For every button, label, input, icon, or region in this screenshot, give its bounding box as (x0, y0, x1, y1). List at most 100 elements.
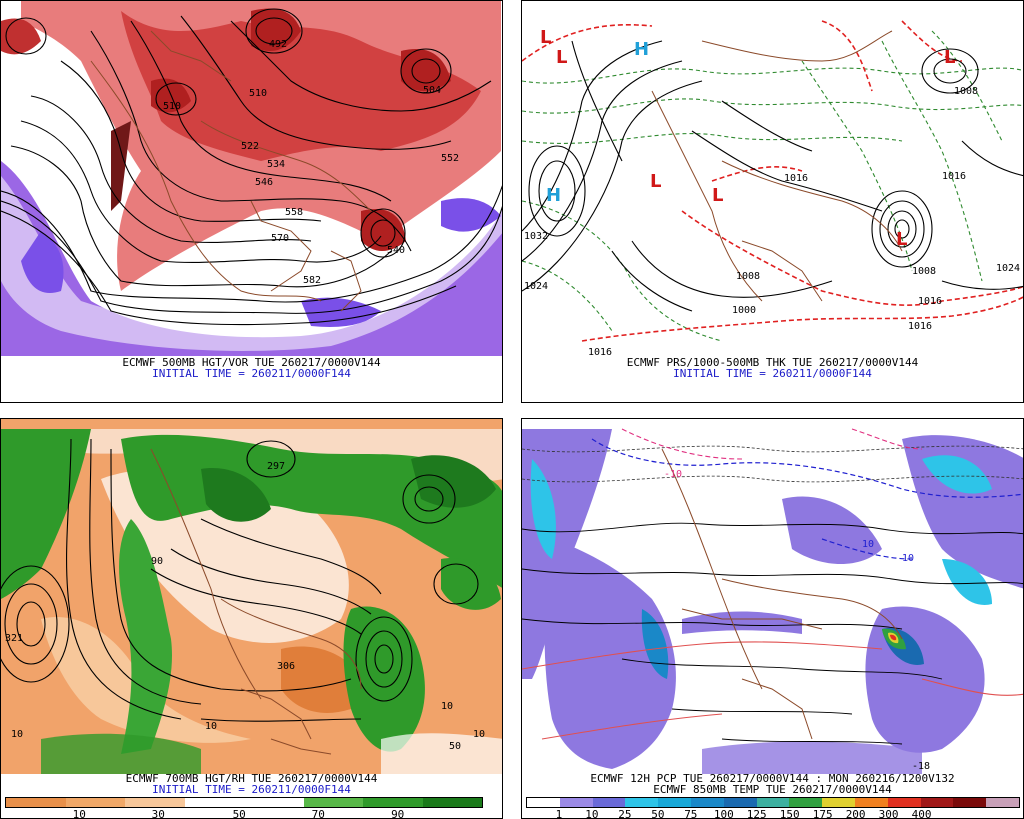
colorbar-tick-label: 150 (779, 808, 800, 819)
colorbar-tick-label: 125 (746, 808, 767, 819)
colorbar-swatch (65, 798, 125, 807)
rh-label: 10 (11, 729, 23, 740)
panel-700mb-height-rh: 321 306 297 10 10 50 90 10 10 ECMWF 700M… (0, 418, 503, 819)
isobar-label: 1024 (524, 281, 548, 292)
contour-label: 510 (163, 101, 181, 112)
low-pressure-symbol: L (540, 27, 551, 48)
contour-label: 306 (277, 661, 295, 672)
colorbar-swatch (625, 798, 659, 807)
isobar-label: 1016 (784, 173, 808, 184)
isobar-label: 1016 (942, 171, 966, 182)
isobar-label: 1024 (996, 263, 1020, 274)
colorbar-tick-label: 10 (72, 808, 86, 819)
panel-caption: ECMWF 500MB HGT/VOR TUE 260217/0000V144 (122, 356, 381, 369)
colorbar-swatch (822, 798, 855, 807)
low-pressure-symbol: L (944, 47, 955, 68)
colorbar-tick-label: 50 (232, 808, 246, 819)
panel-initial-time: INITIAL TIME = 260211/0000F144 (152, 367, 351, 380)
contour-label: 510 (249, 88, 267, 99)
panel-initial-time: INITIAL TIME = 260211/0000F144 (673, 367, 872, 380)
rh-label: 10 (441, 701, 453, 712)
colorbar-tick-label: 10 (585, 808, 599, 819)
colorbar-tick-label: 90 (391, 808, 405, 819)
low-pressure-symbol: L (712, 185, 723, 206)
rh-label: 50 (449, 741, 461, 752)
colorbar-tick-label: 200 (845, 808, 866, 819)
isobar-label: 1032 (524, 231, 548, 242)
temperature-label: -18 (912, 761, 930, 772)
panel-500mb-height-vorticity: 510 510 522 534 546 558 570 582 540 552 … (0, 0, 503, 403)
rh-colorbar (5, 797, 483, 808)
colorbar-tick-label: 300 (878, 808, 899, 819)
contour-label: 552 (441, 153, 459, 164)
temperature-label: 10 (862, 539, 874, 550)
low-pressure-symbol: L (896, 229, 907, 250)
panel-caption: ECMWF 12H PCP TUE 260217/0000V144 : MON … (590, 772, 955, 785)
colorbar-swatch (125, 798, 185, 807)
colorbar-tick-label: 400 (911, 808, 932, 819)
colorbar-tick-label: 75 (684, 808, 698, 819)
panel-caption-secondary: ECMWF 850MB TEMP TUE 260217/0000V144 (653, 783, 892, 796)
rh-label: 10 (205, 721, 217, 732)
rh-label: 90 (151, 556, 163, 567)
panel-initial-time: INITIAL TIME = 260211/0000F144 (152, 783, 351, 796)
high-pressure-symbol: H (546, 185, 561, 206)
contour-label: 558 (285, 207, 303, 218)
panel-precip-850mb-temp: -10 10 -18 10 ECMWF 12H PCP TUE 260217/0… (521, 418, 1024, 819)
rh-label: 10 (473, 729, 485, 740)
contour-label: 492 (269, 39, 287, 50)
contour-label: 582 (303, 275, 321, 286)
isobar-label: 1016 (918, 296, 942, 307)
colorbar-swatch (244, 798, 304, 807)
colorbar-tick-label: 100 (713, 808, 734, 819)
contour-label: 546 (255, 177, 273, 188)
contour-label: 534 (267, 159, 285, 170)
colorbar-swatch (986, 798, 1019, 807)
colorbar-swatch (303, 798, 363, 807)
panel-caption: ECMWF PRS/1000-500MB THK TUE 260217/0000… (626, 356, 919, 369)
panel-caption: ECMWF 700MB HGT/RH TUE 260217/0000V144 (125, 772, 378, 785)
contour-label: 504 (423, 85, 441, 96)
isobar-label: 1008 (736, 271, 760, 282)
colorbar-swatch (363, 798, 423, 807)
precip-colorbar (526, 797, 1020, 808)
colorbar-tick-label: 70 (311, 808, 325, 819)
colorbar-swatch (422, 798, 482, 807)
colorbar-tick-label: 1 (555, 808, 563, 819)
isobar-label: 1016 (908, 321, 932, 332)
isobar-label: 1008 (954, 86, 978, 97)
contour-label: 540 (387, 245, 405, 256)
map-700mb: 321 306 297 10 10 50 90 10 10 (1, 419, 502, 774)
colorbar-swatch (887, 798, 921, 807)
colorbar-swatch (854, 798, 888, 807)
rh-colorbar-ticks: 10 30 50 70 90 (5, 808, 481, 819)
colorbar-swatch (789, 798, 823, 807)
isobar-label: 1000 (732, 305, 756, 316)
colorbar-swatch (756, 798, 790, 807)
colorbar-tick-label: 25 (618, 808, 632, 819)
colorbar-swatch (184, 798, 244, 807)
low-pressure-symbol: L (556, 47, 567, 68)
colorbar-swatch (658, 798, 691, 807)
map-precip: -10 10 -18 10 (522, 419, 1023, 774)
colorbar-tick-label: 30 (151, 808, 165, 819)
contour-label: 321 (5, 633, 23, 644)
contour-label: 297 (267, 461, 285, 472)
colorbar-swatch (690, 798, 724, 807)
colorbar-tick-label: 50 (651, 808, 665, 819)
isobar-label: 1016 (588, 347, 612, 358)
isobar-label: 1008 (912, 266, 936, 277)
low-pressure-symbol: L (650, 171, 661, 192)
map-500mb: 510 510 522 534 546 558 570 582 540 552 … (1, 1, 502, 356)
high-pressure-symbol: H (634, 39, 649, 60)
colorbar-swatch (723, 798, 757, 807)
colorbar-tick-label: 175 (812, 808, 833, 819)
colorbar-swatch (953, 798, 987, 807)
precip-colorbar-ticks: 1 10 25 50 75 100 125 150 175 200 300 40… (526, 808, 1018, 819)
colorbar-swatch (6, 798, 66, 807)
colorbar-swatch (920, 798, 954, 807)
colorbar-swatch (559, 798, 593, 807)
contour-label: 570 (271, 233, 289, 244)
colorbar-swatch (527, 798, 560, 807)
panel-pressure-thickness: L L H H L L L L 1032 1024 1016 1008 1000… (521, 0, 1024, 403)
